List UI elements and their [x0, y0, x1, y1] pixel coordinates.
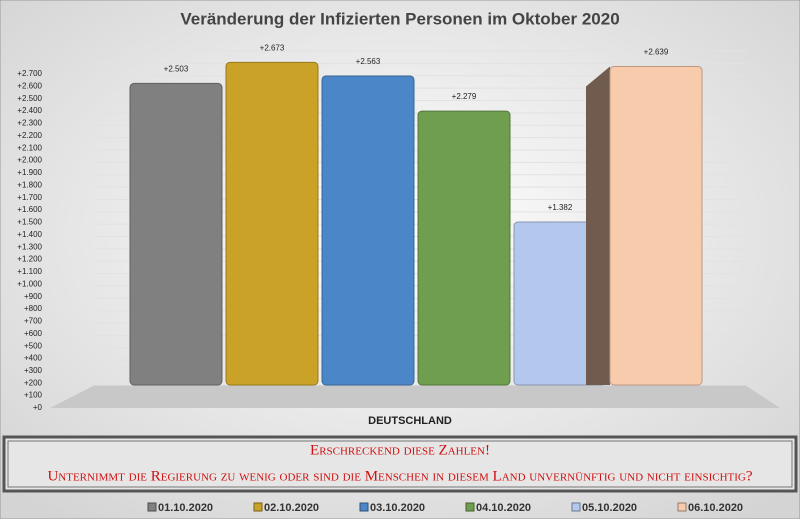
legend-swatch — [465, 502, 475, 512]
y-tick-label: +2.000 — [17, 156, 42, 165]
legend-label: 04.10.2020 — [476, 502, 531, 514]
annotation-box-inner — [7, 440, 793, 488]
legend-label: 06.10.2020 — [688, 502, 743, 514]
legend-swatch — [571, 502, 581, 512]
legend-swatch — [147, 502, 157, 512]
annotation-box — [2, 435, 798, 493]
annotation: Unternimmt die Regierung zu wenig oder s… — [47, 468, 752, 484]
y-tick-label: +0 — [33, 403, 43, 412]
y-tick-label: +200 — [24, 378, 43, 387]
bar — [321, 75, 415, 386]
data-label: +1.382 — [548, 203, 573, 212]
bar — [609, 66, 703, 386]
y-tick-label: +700 — [24, 317, 43, 326]
floor — [50, 385, 780, 408]
y-tick-label: +300 — [24, 366, 43, 375]
data-label: +2.673 — [260, 43, 285, 52]
legend-swatch — [359, 502, 369, 512]
y-tick-label: +2.400 — [17, 106, 42, 115]
data-label: +2.279 — [452, 92, 477, 101]
x-tick-label: DEUTSCHLAND — [368, 415, 452, 427]
legend-label: 01.10.2020 — [158, 502, 213, 514]
y-tick-label: +1.400 — [17, 230, 42, 239]
y-tick-label: +1.500 — [17, 218, 42, 227]
legend-swatch — [677, 502, 687, 512]
bar — [225, 61, 319, 386]
y-tick-label: +1.100 — [17, 267, 42, 276]
y-tick-label: +1.000 — [17, 279, 42, 288]
y-tick-label: +900 — [24, 292, 43, 301]
y-tick-label: +400 — [24, 354, 43, 363]
bar — [129, 82, 223, 386]
legend-label: 05.10.2020 — [582, 502, 637, 514]
y-tick-label: +600 — [24, 329, 43, 338]
data-label: +2.639 — [644, 48, 669, 57]
chart-title: Veränderung der Infizierten Personen im … — [180, 9, 619, 28]
y-tick-label: +1.300 — [17, 242, 42, 251]
legend-swatch — [253, 502, 263, 512]
annotation: Erschreckend diese Zahlen! — [310, 442, 490, 458]
data-label: +2.503 — [164, 64, 189, 73]
y-tick-label: +1.900 — [17, 168, 42, 177]
bar-side — [586, 66, 610, 385]
y-tick-label: +100 — [24, 391, 43, 400]
y-tick-label: +2.500 — [17, 94, 42, 103]
bar — [417, 110, 511, 386]
y-tick-label: +500 — [24, 341, 43, 350]
legend-label: 03.10.2020 — [370, 502, 425, 514]
y-tick-label: +1.200 — [17, 255, 42, 264]
data-label: +2.563 — [356, 57, 381, 66]
y-tick-label: +2.300 — [17, 119, 42, 128]
y-tick-label: +800 — [24, 304, 43, 313]
y-tick-label: +2.700 — [17, 69, 42, 78]
y-tick-label: +2.600 — [17, 81, 42, 90]
y-tick-label: +2.200 — [17, 131, 42, 140]
legend-label: 02.10.2020 — [264, 502, 319, 514]
y-tick-label: +1.700 — [17, 193, 42, 202]
y-tick-label: +2.100 — [17, 143, 42, 152]
y-tick-label: +1.800 — [17, 180, 42, 189]
y-tick-label: +1.600 — [17, 205, 42, 214]
